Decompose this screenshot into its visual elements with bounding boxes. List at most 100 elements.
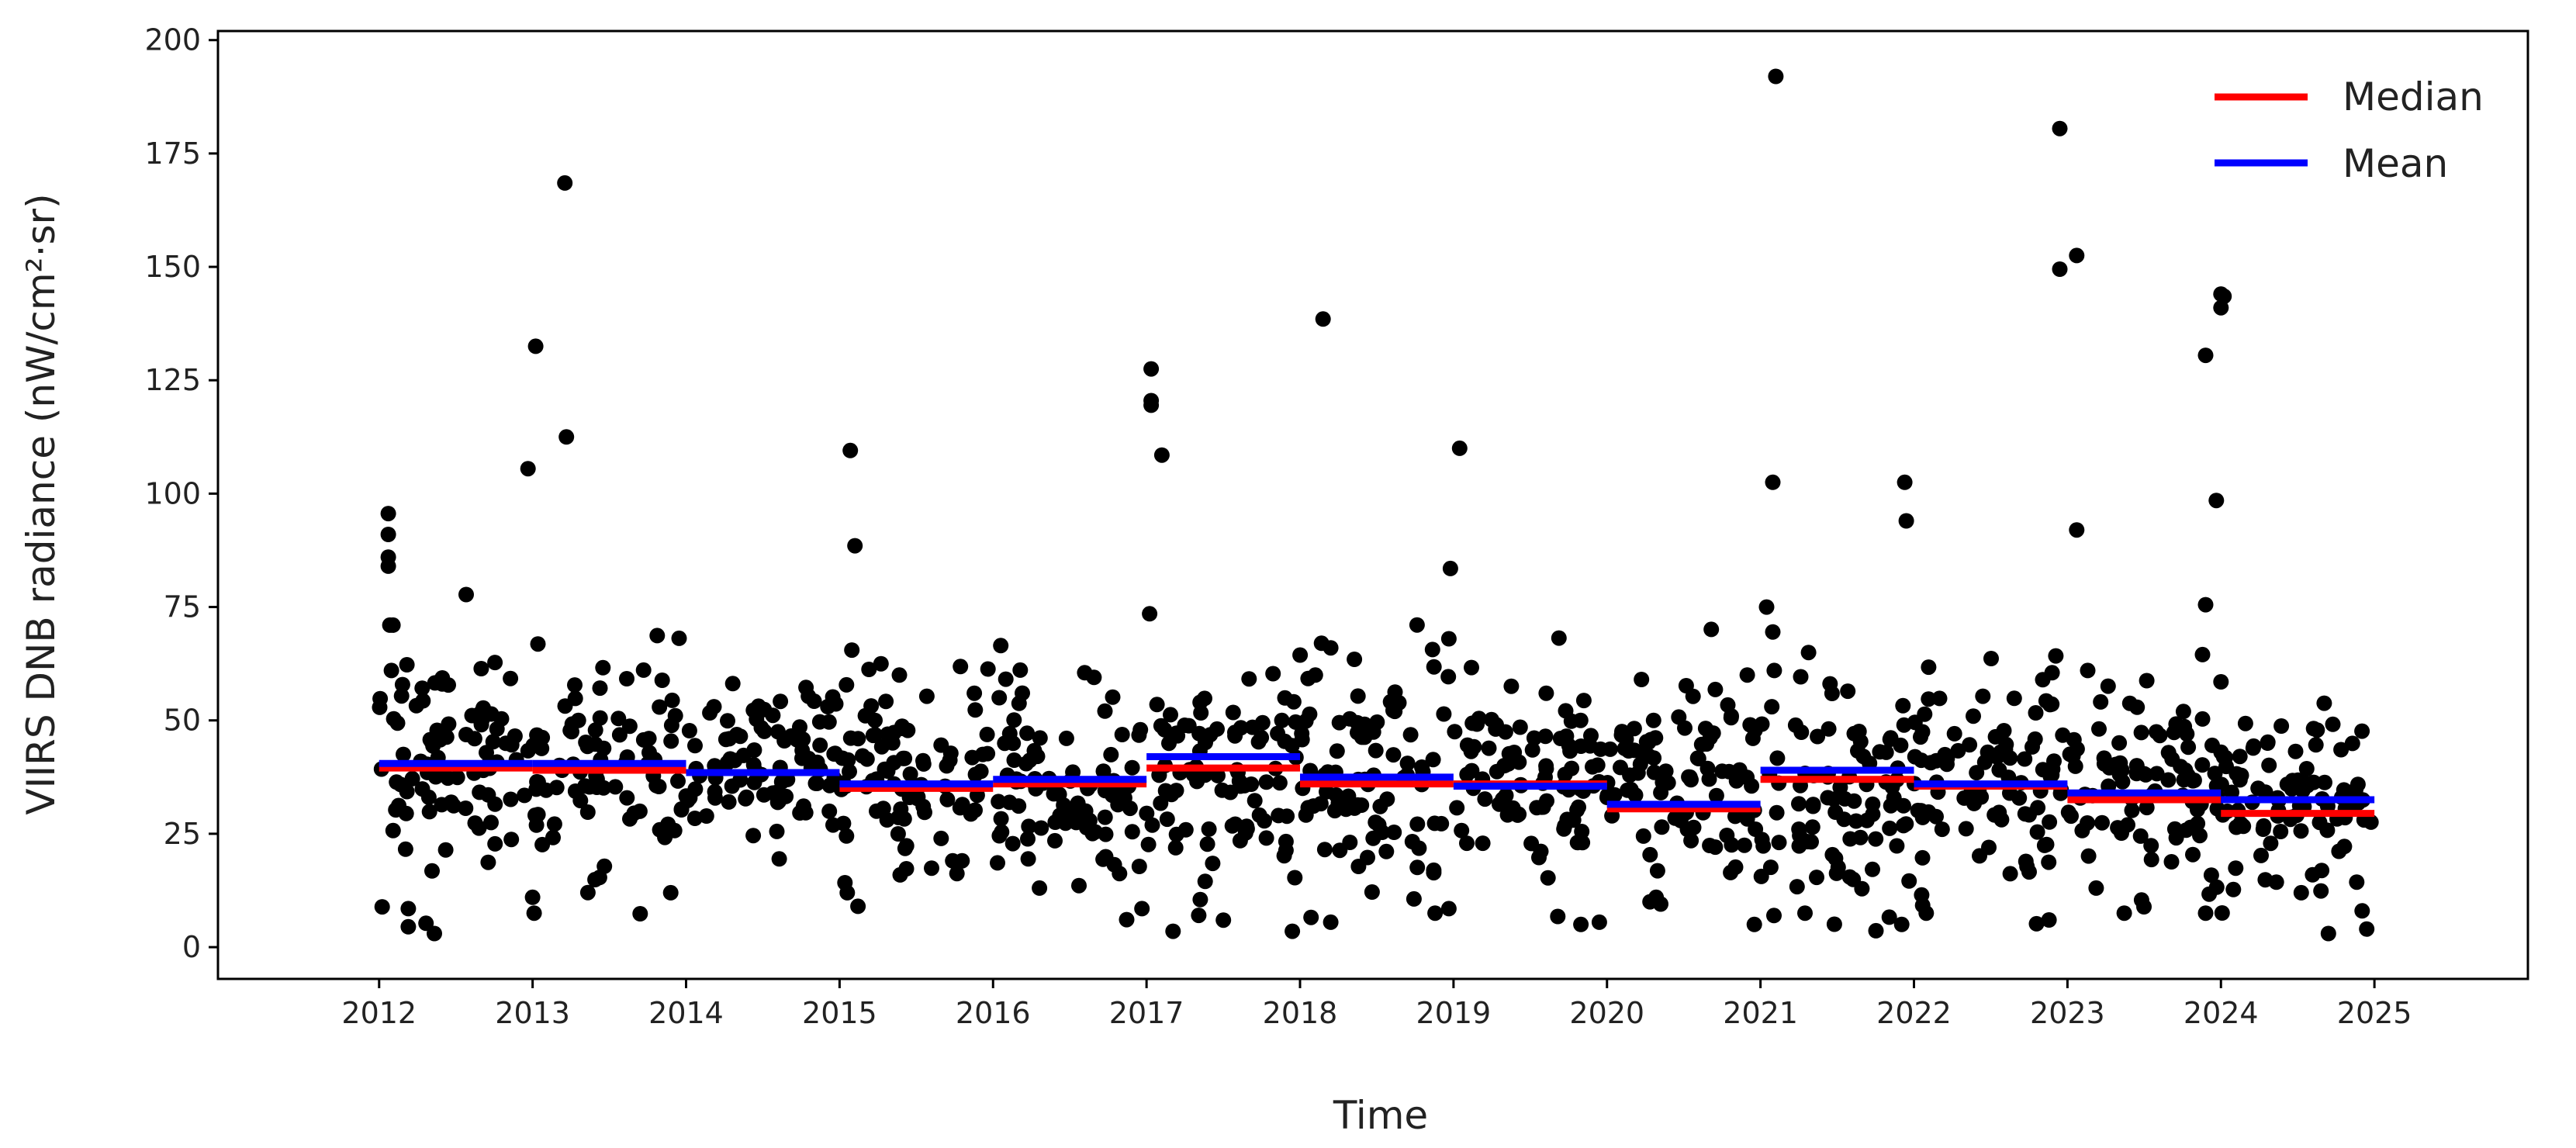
x-tick-label: 2017: [1109, 996, 1184, 1030]
y-axis: 0 25 50 75 100 125 150 175 200: [144, 23, 218, 964]
data-point: [1918, 905, 1935, 922]
data-point: [897, 750, 913, 766]
data-point: [2263, 835, 2279, 852]
data-point: [663, 718, 679, 734]
data-point: [2041, 854, 2057, 870]
data-point: [2208, 879, 2225, 895]
data-point: [2152, 728, 2168, 744]
data-point: [1727, 808, 1743, 825]
data-point: [374, 899, 390, 915]
data-point: [861, 662, 877, 677]
data-point: [835, 815, 852, 832]
data-point: [865, 728, 881, 744]
data-point: [1921, 804, 1937, 820]
data-point: [770, 724, 786, 740]
data-point: [1872, 744, 1888, 760]
data-point: [945, 852, 961, 869]
data-point: [2245, 740, 2261, 756]
data-point: [1464, 762, 1480, 779]
data-point: [873, 655, 889, 672]
data-point: [1824, 686, 1840, 701]
data-point: [596, 858, 613, 874]
data-point: [664, 692, 680, 708]
data-point: [1454, 822, 1470, 839]
x-tick-label: 2018: [1263, 996, 1338, 1030]
data-point: [1550, 908, 1566, 925]
data-point: [557, 175, 573, 191]
data-point: [821, 777, 838, 794]
data-point: [1637, 745, 1652, 762]
data-point: [2296, 774, 2312, 790]
data-point: [587, 722, 603, 738]
data-point: [662, 884, 679, 901]
data-point: [1836, 811, 1852, 828]
data-point: [2232, 749, 2248, 765]
data-point: [973, 763, 989, 780]
data-point: [1020, 851, 1036, 867]
data-point: [1292, 647, 1309, 663]
legend: Median Mean: [2215, 74, 2484, 186]
data-point: [811, 714, 828, 730]
data-point: [917, 804, 932, 821]
data-point: [1897, 474, 1913, 490]
data-point: [2021, 864, 2037, 880]
data-point: [1865, 796, 1881, 812]
data-point: [706, 699, 722, 715]
data-point: [1225, 704, 1241, 721]
data-point: [621, 718, 638, 735]
x-tick-label: 2015: [802, 996, 877, 1030]
data-point: [1271, 775, 1288, 791]
data-point: [2028, 705, 2044, 721]
data-point: [879, 812, 895, 828]
data-point: [993, 811, 1009, 827]
data-point: [670, 773, 686, 789]
data-point: [564, 724, 579, 740]
data-point: [842, 763, 857, 780]
data-point: [1449, 800, 1465, 816]
data-point: [1347, 652, 1363, 667]
data-point: [1769, 750, 1786, 766]
data-point: [2129, 699, 2146, 715]
data-point: [1427, 905, 1444, 922]
data-point: [1804, 819, 1820, 835]
data-point: [753, 720, 769, 736]
data-point: [1475, 835, 1491, 852]
data-point: [1498, 787, 1514, 804]
data-point: [2166, 821, 2183, 837]
data-point: [2143, 838, 2159, 854]
data-point: [686, 811, 703, 826]
data-point: [372, 690, 389, 707]
data-point: [2017, 751, 2033, 767]
data-point: [993, 638, 1009, 654]
data-point: [873, 738, 890, 755]
data-point: [473, 661, 489, 676]
data-point: [579, 804, 596, 820]
data-point: [2091, 721, 2107, 737]
data-point: [592, 680, 608, 697]
data-point: [1693, 736, 1710, 752]
data-point: [1464, 659, 1479, 676]
x-tick-label: 2024: [2184, 996, 2259, 1030]
data-point: [1697, 721, 1713, 737]
data-point: [1253, 729, 1270, 745]
data-point: [527, 338, 544, 354]
data-point: [1755, 838, 1772, 854]
data-point: [1103, 746, 1119, 762]
data-point: [1685, 688, 1701, 704]
data-point: [1643, 731, 1659, 748]
data-point: [1914, 849, 1931, 866]
data-point: [2080, 848, 2097, 864]
data-point: [979, 726, 995, 742]
data-point: [1463, 743, 1479, 759]
data-point: [1134, 901, 1150, 917]
data-point: [577, 778, 593, 794]
data-point: [1258, 830, 1274, 846]
data-point: [1791, 796, 1807, 812]
data-point: [1966, 708, 1981, 724]
data-point: [1077, 813, 1093, 829]
data-point: [480, 787, 496, 803]
data-point: [2093, 693, 2109, 710]
data-point: [1191, 908, 1207, 924]
data-point: [610, 711, 627, 727]
data-point: [2143, 852, 2159, 868]
